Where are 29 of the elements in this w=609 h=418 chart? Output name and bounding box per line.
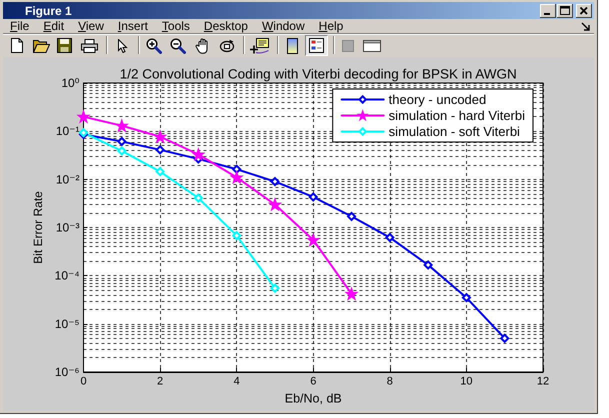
y-tick-label: 10⁻⁶ (54, 365, 80, 379)
y-tick-label: 10⁻¹ (56, 124, 80, 138)
text: View (78, 19, 104, 33)
x-tick-label: 6 (310, 376, 316, 388)
y-tick-label: 10⁻⁵ (54, 316, 80, 331)
text: File (10, 19, 30, 33)
chart-title: 1/2 Convolutional Coding with Viterbi decoding for BPSK in AWGN (120, 66, 517, 82)
x-tick-label: 10 (460, 376, 473, 388)
x-tick-label: 8 (386, 376, 393, 388)
x-tick-label: 2 (157, 376, 164, 388)
y-tick-label: 10⁻² (56, 172, 80, 186)
x-tick-label: 0 (80, 376, 87, 388)
text: Desktop (204, 19, 248, 33)
text: Edit (43, 19, 64, 33)
text: Tools (162, 19, 190, 33)
text: Help (318, 19, 344, 33)
x-tick-label: 12 (536, 376, 550, 388)
caption: Figure 1 (25, 4, 72, 18)
text: Insert (118, 19, 148, 33)
legend-label: theory - uncoded (388, 92, 486, 107)
legend-label: simulation - soft Viterbi (388, 124, 520, 139)
y-tick-label: 10⁻³ (56, 220, 80, 234)
y-tick-label: 10⁻⁴ (54, 268, 80, 283)
x-tick-label: 4 (234, 376, 240, 388)
legend-label: simulation - hard Viterbi (388, 108, 526, 123)
y-axis-title: Bit Error Rate (30, 190, 45, 264)
text: Window (262, 19, 305, 33)
y-tick-label: 10⁰ (61, 76, 80, 90)
x-axis-title: Eb/No, dB (284, 391, 342, 406)
